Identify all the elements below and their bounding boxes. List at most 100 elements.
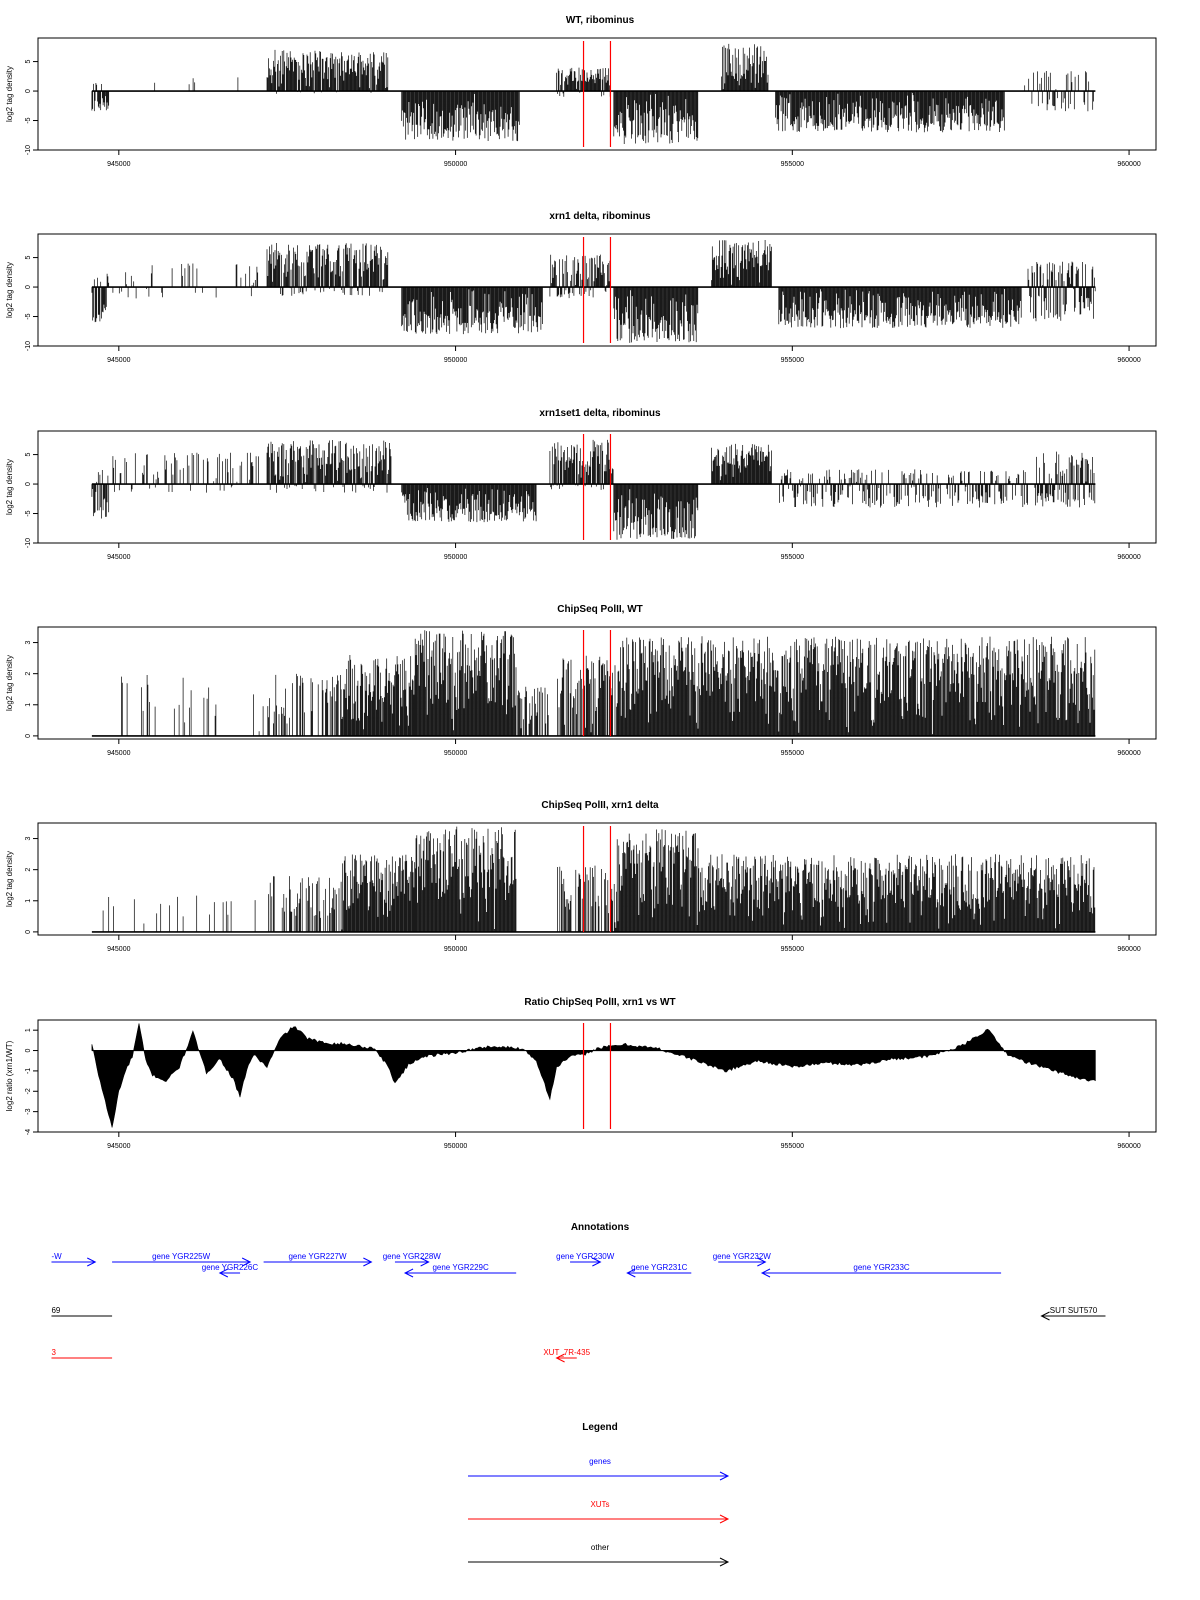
y-axis-label: log2 tag density [5, 66, 14, 122]
other-annotation: 69 [51, 1306, 113, 1317]
x-tick-label: 950000 [444, 554, 467, 561]
xut-label: XUT_7R-435 [543, 1348, 590, 1357]
legend-arrow-arrowhead [719, 1514, 730, 1524]
legend-items: genes XUTs other [468, 1457, 730, 1567]
y-axis-label: log2 tag density [5, 262, 14, 318]
x-tick-label: 945000 [107, 946, 130, 953]
y-tick-label: 0 [25, 482, 32, 486]
xut-annotation: XUT_7R-435 [543, 1348, 591, 1363]
y-tick-label: 3 [25, 641, 32, 645]
other-label: SUT SUT570 [1050, 1306, 1098, 1315]
plot-frame [37, 233, 1157, 347]
gene-annotation: gene YGR227W [263, 1252, 373, 1267]
x-tick-label: 950000 [444, 161, 467, 168]
y-tick-label: 0 [25, 285, 32, 289]
y-tick-label: 0 [25, 89, 32, 93]
gene-label: gene YGR225W [152, 1252, 211, 1261]
plot-frame [37, 822, 1157, 936]
x-tick-label: 955000 [781, 161, 804, 168]
y-tick-label: -3 [25, 1108, 32, 1114]
x-tick-label: 955000 [781, 357, 804, 364]
y-tick-label: -4 [25, 1129, 32, 1135]
y-tick-label: 0 [25, 734, 32, 738]
density-bars [91, 240, 1096, 343]
y-tick-label: 5 [25, 60, 32, 64]
y-tick-label: 2 [25, 868, 32, 872]
chart-title: Ratio ChipSeq PolII, xrn1 vs WT [524, 997, 675, 1008]
x-tick-label: 960000 [1117, 554, 1140, 561]
x-tick-label: 945000 [107, 1143, 130, 1150]
annotations-panel: Annotations -W gene YGR225W gene YGR226C ge… [51, 1222, 1106, 1363]
y-tick-label: 1 [25, 1028, 32, 1032]
plot-frame [37, 1019, 1157, 1133]
x-tick-label: 945000 [107, 357, 130, 364]
y-tick-label: -5 [25, 510, 32, 516]
legend-arrow-arrowhead [719, 1471, 730, 1481]
plot-frame [37, 626, 1157, 740]
other-label: 69 [51, 1306, 60, 1315]
chart-title: xrn1set1 delta, ribominus [539, 408, 661, 419]
gene-label: -W [51, 1252, 62, 1261]
gene-arrow-arrowhead [760, 1268, 771, 1278]
legend-item-genes: genes [468, 1457, 730, 1481]
y-tick-label: -10 [25, 538, 32, 548]
chart-title: ChipSeq PolII, WT [557, 604, 643, 615]
gene-arrow-arrowhead [592, 1257, 602, 1267]
gene-annotation: gene YGR228W [383, 1252, 442, 1267]
x-tick-label: 960000 [1117, 750, 1140, 757]
annotation-tracks: -W gene YGR225W gene YGR226C gene YGR227W ge… [51, 1252, 1106, 1363]
gene-arrow-arrowhead [218, 1268, 229, 1278]
gene-annotation: gene YGR230W [556, 1252, 615, 1267]
y-tick-label: -5 [25, 313, 32, 319]
chart-panel-2: xrn1 delta, ribominus log2 tag density -10… [5, 211, 1157, 364]
y-axis-label: log2 tag density [5, 655, 14, 711]
xut-label: 3 [51, 1348, 56, 1357]
other-arrow-arrowhead [1040, 1311, 1050, 1321]
y-tick-label: 3 [25, 837, 32, 841]
chart-title: ChipSeq PolII, xrn1 delta [541, 800, 659, 811]
chart-panel-3: xrn1set1 delta, ribominus log2 tag densit… [5, 408, 1157, 561]
legend-label: XUTs [590, 1500, 609, 1509]
y-tick-label: 5 [25, 453, 32, 457]
gene-label: gene YGR229C [432, 1263, 489, 1272]
x-tick-label: 960000 [1117, 357, 1140, 364]
y-tick-label: 0 [25, 930, 32, 934]
y-tick-label: -10 [25, 341, 32, 351]
x-tick-label: 945000 [107, 554, 130, 561]
chart-title: xrn1 delta, ribominus [549, 211, 651, 222]
legend-item-xuts: XUTs [468, 1500, 730, 1524]
gene-annotation: gene YGR231C [626, 1263, 692, 1278]
annotations-title: Annotations [571, 1222, 630, 1233]
x-tick-label: 955000 [781, 946, 804, 953]
gene-annotation: gene YGR233C [760, 1263, 1002, 1278]
legend-title: Legend [582, 1422, 618, 1433]
chart-panel-1: WT, ribominus log2 tag density -10 -5 0 5 9450… [5, 15, 1157, 168]
y-tick-label: 1 [25, 899, 32, 903]
gene-label: gene YGR233C [853, 1263, 910, 1272]
gene-arrow-arrowhead [626, 1268, 636, 1278]
y-tick-label: -10 [25, 145, 32, 155]
gene-arrow-arrowhead [241, 1257, 252, 1267]
legend-label: other [591, 1543, 610, 1552]
chart-panel-6: Ratio ChipSeq PolII, xrn1 vs WT log2 rati… [5, 997, 1157, 1150]
gene-arrow-arrowhead [420, 1257, 430, 1267]
gene-label: gene YGR230W [556, 1252, 615, 1261]
density-bars [91, 439, 1096, 540]
chart-panel-4: ChipSeq PolII, WT log2 tag density 0 1 2 3 945… [5, 604, 1157, 757]
gene-annotation: gene YGR232W [713, 1252, 772, 1267]
x-tick-label: 945000 [107, 161, 130, 168]
y-tick-label: 0 [25, 1048, 32, 1052]
gene-label: gene YGR232W [713, 1252, 772, 1261]
y-tick-label: -5 [25, 117, 32, 123]
y-tick-label: 2 [25, 672, 32, 676]
gene-label: gene YGR226C [202, 1263, 259, 1272]
gene-label: gene YGR231C [631, 1263, 688, 1272]
gene-label: gene YGR228W [383, 1252, 442, 1261]
gene-arrow-arrowhead [757, 1257, 767, 1267]
x-tick-label: 960000 [1117, 161, 1140, 168]
x-tick-label: 950000 [444, 946, 467, 953]
y-tick-label: 5 [25, 256, 32, 260]
legend-panel: Legend genes XUTs other [468, 1422, 730, 1567]
